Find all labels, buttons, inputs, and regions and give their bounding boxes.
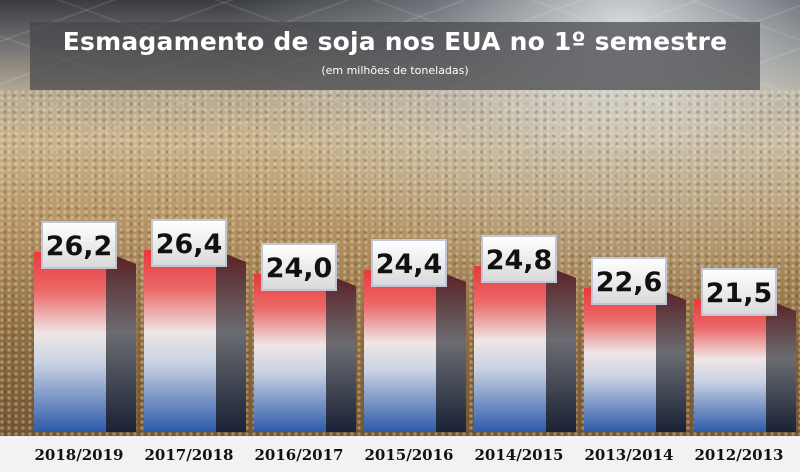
bar-side-2013/2014 <box>656 288 686 432</box>
chart-title: Esmagamento de soja nos EUA no 1º semest… <box>62 27 728 56</box>
bar-2014/2015 <box>474 266 546 432</box>
category-labels-group: 2018/2019 2017/2018 2016/2017 2015/2016 2014… <box>35 446 784 464</box>
chart-subtitle: (em milhões de toneladas) <box>321 64 469 77</box>
value-labels-group: 26,2 26,4 24,0 24,4 24,8 22,6 21,5 <box>41 219 777 316</box>
bar-2018/2019 <box>34 252 106 432</box>
value-label: 24,8 <box>486 245 553 276</box>
value-label: 26,4 <box>156 229 223 260</box>
value-label-box <box>481 235 557 283</box>
category-axis-strip <box>0 436 800 472</box>
value-label-box <box>591 257 667 305</box>
bar-2017/2018 <box>144 250 216 432</box>
category-label: 2016/2017 <box>255 446 344 464</box>
title-panel <box>30 22 760 90</box>
bar-side-2016/2017 <box>326 274 356 432</box>
bar-side-2018/2019 <box>106 252 136 432</box>
bar-side-2017/2018 <box>216 250 246 432</box>
value-label: 22,6 <box>596 267 663 298</box>
value-label-box <box>151 219 227 267</box>
value-label: 24,4 <box>376 249 443 280</box>
bar-side-2015/2016 <box>436 270 466 432</box>
bar-side-2012/2013 <box>766 299 796 432</box>
category-label: 2018/2019 <box>35 446 124 464</box>
category-label: 2013/2014 <box>585 446 674 464</box>
category-label: 2012/2013 <box>695 446 784 464</box>
value-label-box <box>261 243 337 291</box>
category-label: 2014/2015 <box>475 446 564 464</box>
category-label: 2015/2016 <box>365 446 454 464</box>
value-label: 21,5 <box>706 278 773 309</box>
bar-side-2014/2015 <box>546 266 576 432</box>
bars-group <box>34 250 796 432</box>
value-label: 26,2 <box>46 231 113 262</box>
bar-2015/2016 <box>364 270 436 432</box>
value-label: 24,0 <box>266 253 333 284</box>
value-label-box <box>371 239 447 287</box>
value-label-box <box>701 268 777 316</box>
bar-2016/2017 <box>254 274 326 432</box>
bar-2012/2013 <box>694 299 766 432</box>
value-label-box <box>41 221 117 269</box>
category-label: 2017/2018 <box>145 446 234 464</box>
bar-2013/2014 <box>584 288 656 432</box>
